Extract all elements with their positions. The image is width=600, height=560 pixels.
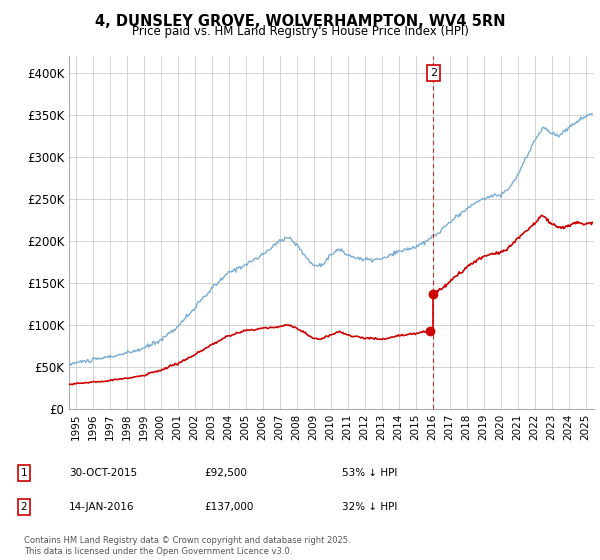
Text: 4, DUNSLEY GROVE, WOLVERHAMPTON, WV4 5RN: 4, DUNSLEY GROVE, WOLVERHAMPTON, WV4 5RN <box>95 14 505 29</box>
Text: 14-JAN-2016: 14-JAN-2016 <box>69 502 134 512</box>
Text: 1: 1 <box>20 468 28 478</box>
Text: Contains HM Land Registry data © Crown copyright and database right 2025.
This d: Contains HM Land Registry data © Crown c… <box>24 536 350 556</box>
Text: 30-OCT-2015: 30-OCT-2015 <box>69 468 137 478</box>
Text: 53% ↓ HPI: 53% ↓ HPI <box>342 468 397 478</box>
Text: Price paid vs. HM Land Registry's House Price Index (HPI): Price paid vs. HM Land Registry's House … <box>131 25 469 38</box>
Text: £137,000: £137,000 <box>204 502 253 512</box>
Text: £92,500: £92,500 <box>204 468 247 478</box>
Text: 32% ↓ HPI: 32% ↓ HPI <box>342 502 397 512</box>
Text: 2: 2 <box>430 68 437 78</box>
Text: 2: 2 <box>20 502 28 512</box>
